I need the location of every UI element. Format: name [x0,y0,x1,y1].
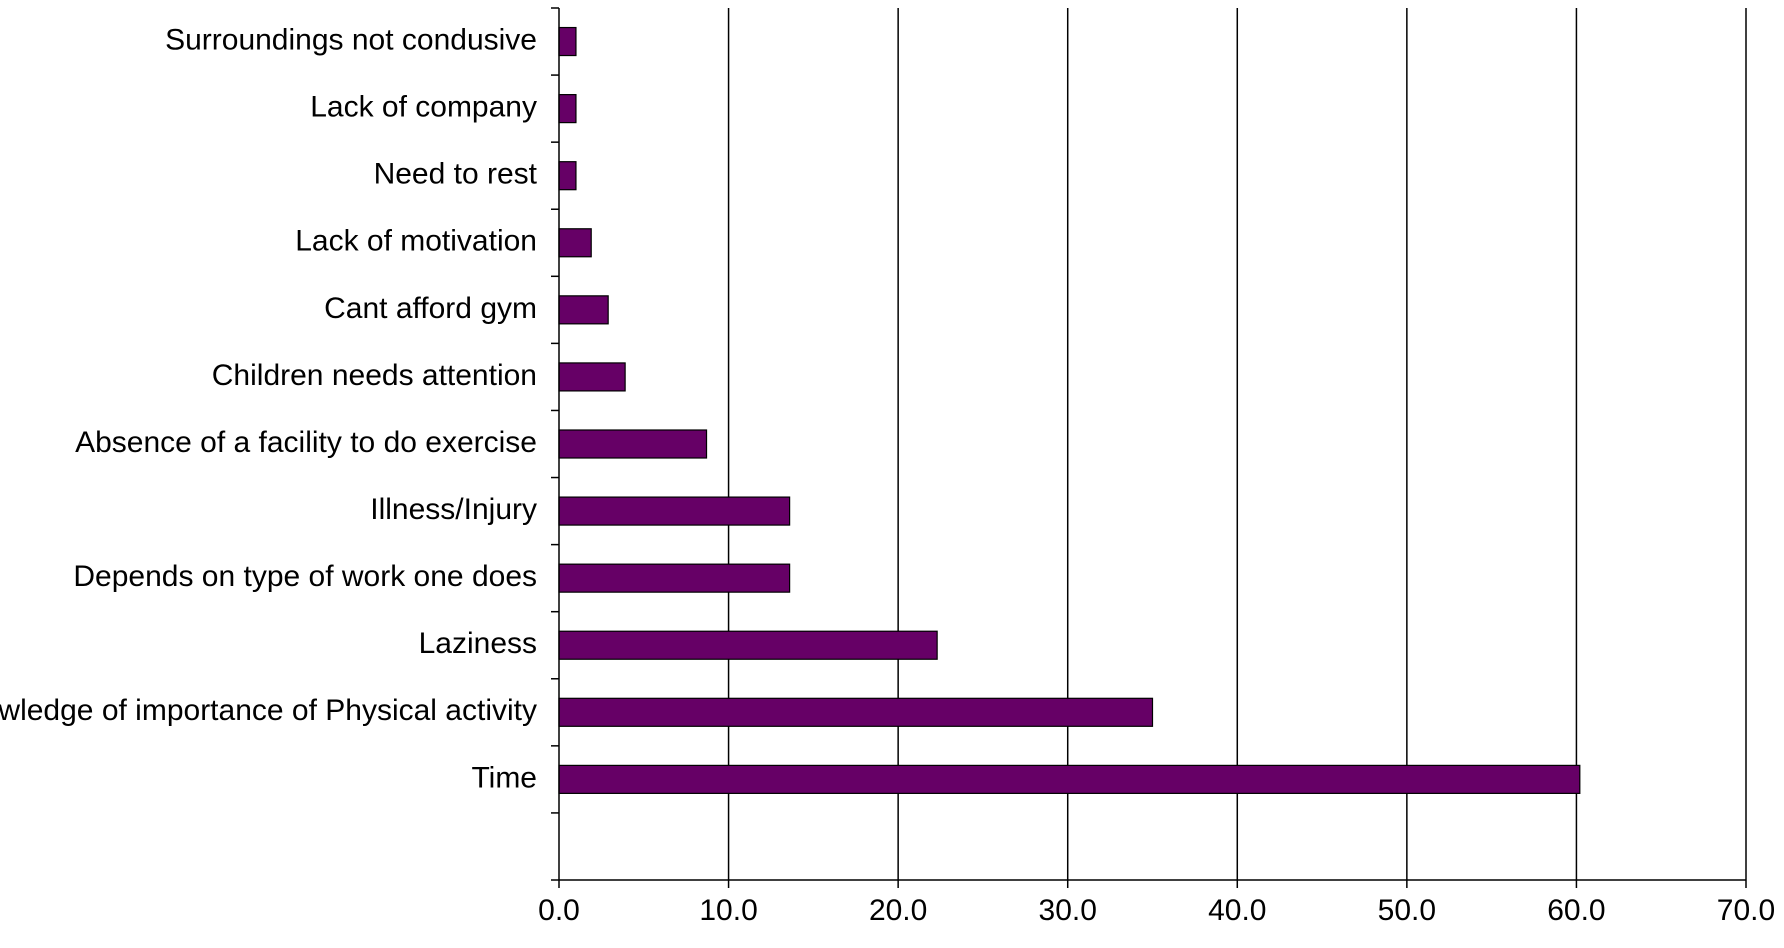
bar-1 [558,94,577,124]
bar-4 [558,295,609,325]
x-tick-label-1: 10.0 [699,894,757,927]
category-label-1: Lack of company [310,91,537,124]
category-label-7: Illness/Injury [370,493,537,526]
bar-0 [558,26,577,57]
x-tick-label-4: 40.0 [1208,894,1266,927]
x-tick-label-6: 60.0 [1547,894,1605,927]
category-label-9: Laziness [419,627,537,660]
x-tick-label-5: 50.0 [1378,894,1436,927]
gridlines [727,8,1747,880]
category-label-3: Lack of motivation [295,225,537,258]
category-label-5: Children needs attention [212,359,537,392]
tick-labels: 0.0 10.0 20.0 30.0 40.0 50.0 60.0 70.0 [538,894,1775,927]
x-tick-label-0: 0.0 [538,894,580,927]
x-tick-label-3: 30.0 [1039,894,1097,927]
bar-3 [558,228,592,258]
category-label-11: Time [471,761,537,794]
bar-2 [558,161,577,191]
bar-10 [558,697,1154,727]
x-tick-label-7: 70.0 [1717,894,1775,927]
bar-11 [558,764,1581,794]
category-label-8: Depends on type of work one does [73,560,537,593]
bar-5 [558,362,626,392]
bars [558,26,1581,794]
bar-8 [558,563,791,593]
category-label-6: Absence of a facility to do exercise [75,426,537,459]
category-label-0: Surroundings not condusive [165,23,537,56]
category-labels: Surroundings not condusive Lack of compan… [0,23,538,794]
bar-9 [558,630,938,660]
category-label-10: Knowledge of importance of Physical acti… [0,694,537,727]
x-tick-label-2: 20.0 [869,894,927,927]
axes [551,7,1747,888]
bar-7 [558,496,791,526]
category-label-4: Cant afford gym [324,292,537,325]
category-label-2: Need to rest [374,158,538,191]
bar-6 [558,429,708,459]
